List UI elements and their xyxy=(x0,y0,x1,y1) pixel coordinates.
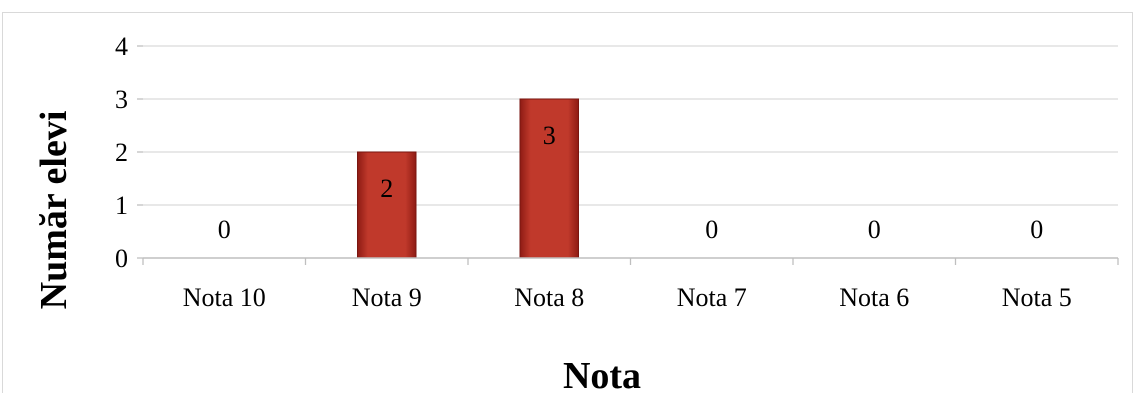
y-tick-label: 3 xyxy=(115,85,128,114)
data-label: 0 xyxy=(218,215,231,244)
axes xyxy=(137,45,1119,265)
x-tick-label: Nota 6 xyxy=(839,283,909,312)
y-tick-label: 4 xyxy=(115,32,128,61)
chart-frame xyxy=(2,12,1133,393)
labels: 0 1 2 3 4 0 Nota 10 2 Nota 9 3 Nota 8 0 Nota 7 0 Nota … xyxy=(115,32,1072,312)
x-tick-label: Nota 9 xyxy=(352,283,422,312)
data-label: 0 xyxy=(705,215,718,244)
bars xyxy=(357,98,579,259)
data-label: 2 xyxy=(380,174,393,203)
y-tick-label: 1 xyxy=(115,191,128,220)
bar xyxy=(357,151,417,259)
x-tick-label: Nota 8 xyxy=(514,283,584,312)
gridlines xyxy=(143,45,1118,206)
data-label: 0 xyxy=(868,215,881,244)
y-axis-title: Număr elevi xyxy=(33,111,75,310)
y-tick-label: 0 xyxy=(115,244,128,273)
x-tick-label: Nota 7 xyxy=(677,283,747,312)
data-label: 0 xyxy=(1030,215,1043,244)
x-tick-label: Nota 10 xyxy=(183,283,266,312)
x-tick-label: Nota 5 xyxy=(1002,283,1072,312)
x-axis-title: Nota xyxy=(563,355,641,394)
data-label: 3 xyxy=(543,121,556,150)
y-tick-label: 2 xyxy=(115,138,128,167)
